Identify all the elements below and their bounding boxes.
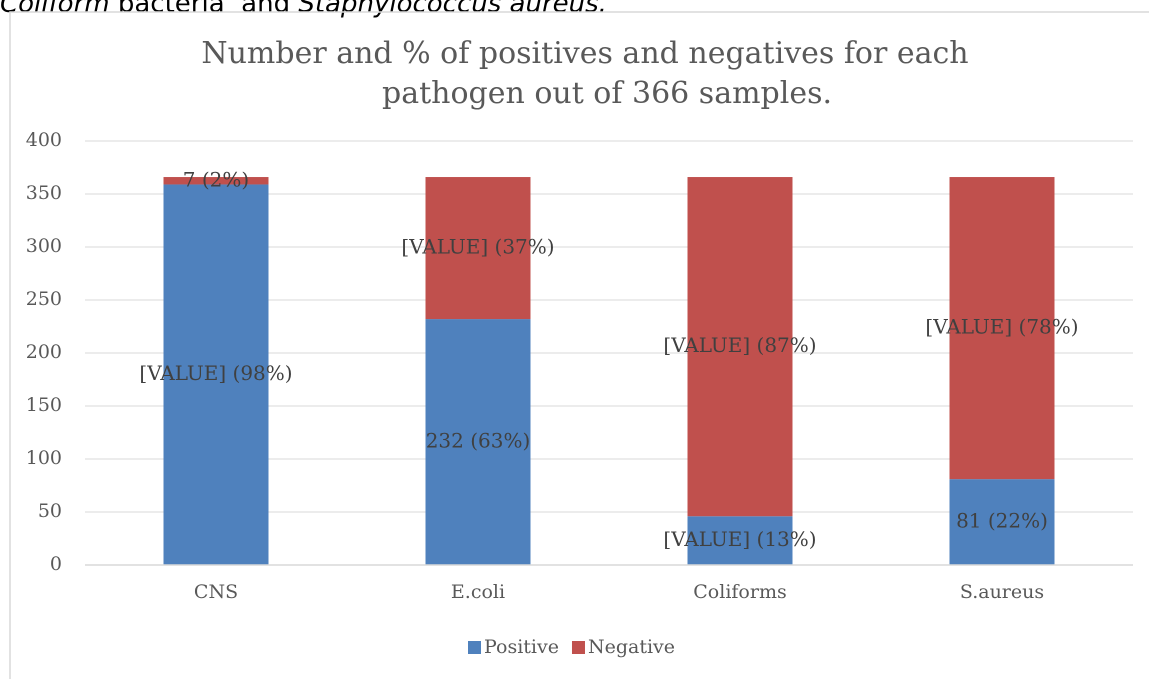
y-tick-label: 300 bbox=[26, 235, 62, 257]
legend-label: Negative bbox=[588, 636, 675, 658]
y-tick-label: 250 bbox=[26, 288, 62, 310]
chart-title: pathogen out of 366 samples. bbox=[382, 76, 832, 111]
legend-swatch bbox=[468, 641, 481, 654]
bar-segment bbox=[163, 184, 269, 565]
bar-segment bbox=[163, 177, 269, 185]
legend-swatch bbox=[571, 641, 585, 654]
caption: Coliform bacteria and Staphylococcus aur… bbox=[0, 0, 607, 19]
y-tick-label: 150 bbox=[26, 394, 62, 416]
chart-frame bbox=[9, 11, 1149, 679]
bar-segment bbox=[949, 177, 1055, 480]
caption-part: Coliform bbox=[0, 0, 110, 19]
caption-part: Staphylococcus aureus. bbox=[298, 0, 607, 19]
y-tick-label: 200 bbox=[26, 341, 62, 363]
data-label: 81 (22%) bbox=[956, 509, 1048, 533]
data-label: [VALUE] (13%) bbox=[663, 527, 816, 551]
y-tick-label: 100 bbox=[26, 447, 62, 469]
x-tick-label: S.aureus bbox=[960, 581, 1044, 603]
data-label: [VALUE] (87%) bbox=[663, 333, 816, 357]
data-label: [VALUE] (37%) bbox=[401, 235, 554, 259]
y-tick-label: 0 bbox=[50, 553, 62, 575]
y-tick-label: 400 bbox=[26, 129, 62, 151]
data-label: [VALUE] (78%) bbox=[925, 315, 1078, 339]
bar-segment bbox=[687, 516, 793, 565]
bar-segment bbox=[949, 479, 1055, 565]
bar-segment bbox=[425, 177, 531, 320]
data-label: 232 (63%) bbox=[426, 429, 531, 453]
bar-segment bbox=[425, 319, 531, 565]
data-label: [VALUE] (98%) bbox=[139, 361, 292, 385]
y-tick-label: 50 bbox=[38, 500, 62, 522]
x-tick-label: Coliforms bbox=[693, 581, 786, 603]
legend-label: Positive bbox=[484, 636, 559, 658]
caption-part: bacteria and bbox=[110, 0, 299, 19]
chart-title: Number and % of positives and negatives … bbox=[201, 36, 968, 71]
bar-segment bbox=[687, 177, 793, 517]
y-tick-label: 350 bbox=[26, 182, 62, 204]
data-label: 7 (2%) bbox=[183, 167, 249, 191]
x-tick-label: CNS bbox=[194, 581, 238, 603]
x-tick-label: E.coli bbox=[451, 581, 505, 603]
